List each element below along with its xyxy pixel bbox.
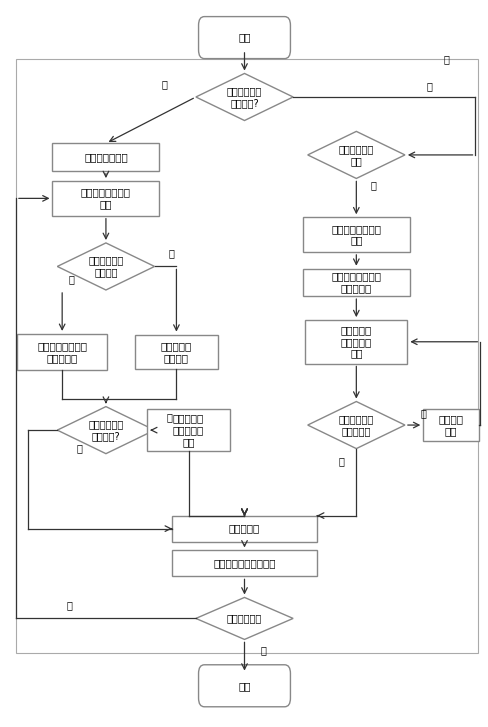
Bar [302,269,409,296]
Text: 启动蓄能电池放电
模式: 启动蓄能电池放电 模式 [81,188,131,209]
Polygon shape [307,132,404,178]
Text: 是: 是 [161,79,167,89]
Text: 是: 是 [261,646,266,655]
Bar [305,320,407,364]
Bar [171,515,317,542]
Text: 监测电磁制
动力与电梯
速度: 监测电磁制 动力与电梯 速度 [173,414,204,446]
Bar [17,334,107,370]
Text: 开始: 开始 [238,33,250,43]
Text: 运行速度是否
超速: 运行速度是否 超速 [338,144,373,166]
Text: 电磁铁断电: 电磁铁断电 [228,523,260,534]
Text: 启动蓄能电池放电
模式: 启动蓄能电池放电 模式 [331,224,381,246]
Text: 否: 否 [66,601,72,611]
Polygon shape [57,243,154,290]
Bar [52,143,159,171]
Bar [302,217,409,252]
FancyBboxPatch shape [198,664,290,707]
Text: 监测电梯速
度和电磁制
动力: 监测电梯速 度和电磁制 动力 [340,325,371,358]
Text: 否: 否 [166,412,172,422]
Text: 是: 是 [76,443,82,453]
Polygon shape [196,73,292,121]
Bar [147,409,229,451]
Text: 结束: 结束 [238,680,250,691]
Text: 是: 是 [69,275,75,284]
FancyBboxPatch shape [198,17,290,59]
Text: 否: 否 [426,81,431,91]
Text: 增大励磁
电流: 增大励磁 电流 [438,414,463,436]
Polygon shape [196,598,292,640]
Text: 电梯停靠指令
是否发出?: 电梯停靠指令 是否发出? [226,87,262,108]
Text: 传感器数据分析: 传感器数据分析 [84,152,127,162]
Text: 监测电梯速
度和压力: 监测电梯速 度和压力 [161,341,192,363]
Text: 是: 是 [369,180,376,190]
Text: 电梯速度是否
在限定范围: 电梯速度是否 在限定范围 [338,414,373,436]
Text: 电梯运行指令
是否发出?: 电梯运行指令 是否发出? [88,419,123,441]
Text: 否: 否 [443,55,448,64]
Text: 电梯是否到达
停靠位置: 电梯是否到达 停靠位置 [88,256,123,277]
Text: 否: 否 [168,249,174,258]
Polygon shape [307,401,404,449]
Bar [422,409,478,441]
Text: 电磁铁通电，产生
电磁制动力: 电磁铁通电，产生 电磁制动力 [331,272,381,293]
Text: 否: 否 [420,409,426,419]
Text: 是: 是 [338,457,344,466]
Text: 电磁铁通电，产生
电磁制动力: 电磁铁通电，产生 电磁制动力 [37,341,87,363]
Bar [135,334,217,369]
Text: 电梯是否停运: 电梯是否停运 [226,614,262,624]
Bar [171,550,317,577]
Polygon shape [57,406,154,454]
Text: 蓄能电池进入充电模式: 蓄能电池进入充电模式 [213,558,275,569]
Bar [16,60,477,653]
Bar [52,181,159,216]
